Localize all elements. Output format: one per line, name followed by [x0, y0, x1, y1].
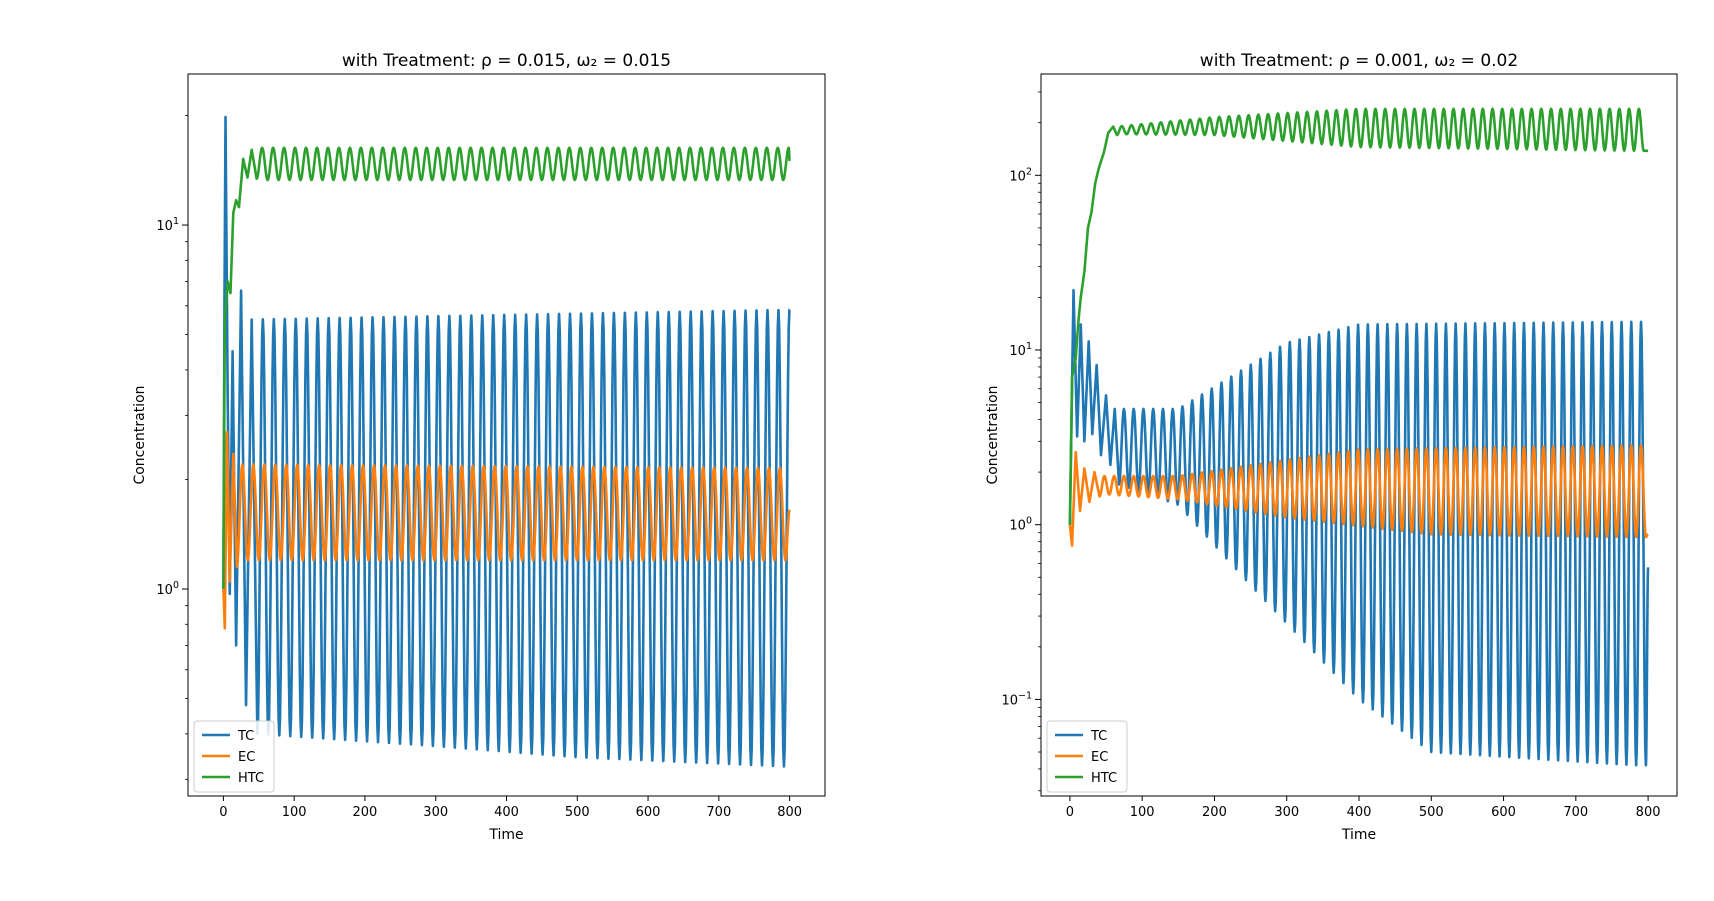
legend-label-tc: TC	[1090, 729, 1107, 744]
x-tick-label: 800	[1636, 805, 1661, 820]
chart-panel-2: 0 100 200 300 400 500 600 700 80010−1100101102Ti…	[985, 51, 1678, 843]
y-tick-label: 10−1	[1001, 690, 1032, 708]
x-tick-label: 800	[777, 805, 802, 820]
legend-label-tc: TC	[237, 729, 254, 744]
x-tick-label: 600	[1491, 805, 1516, 820]
x-tick-label: 0	[219, 805, 227, 820]
chart-title: with Treatment: ρ = 0.001, ω₂ = 0.02	[1200, 51, 1518, 71]
series-line-tc	[1068, 288, 1650, 767]
y-tick-label: 100	[1009, 516, 1032, 534]
x-tick-label: 300	[423, 805, 448, 820]
x-tick-label: 400	[1347, 805, 1372, 820]
legend-box	[193, 720, 275, 793]
x-axis-label: Time	[488, 827, 523, 843]
legend-label-htc: HTC	[1091, 771, 1117, 786]
y-tick-exponent: 0	[1026, 516, 1032, 527]
y-tick-label: 102	[1009, 166, 1032, 184]
legend-label-ec: EC	[238, 750, 255, 765]
y-tick-base: 10	[1009, 344, 1026, 359]
y-tick-exponent: 1	[173, 216, 179, 227]
series-line-tc	[222, 115, 791, 768]
y-tick-exponent: −1	[1018, 690, 1032, 701]
legend-label-htc: HTC	[238, 771, 264, 786]
y-tick-base: 10	[1009, 169, 1026, 184]
y-tick-label: 100	[156, 580, 179, 598]
legend: TC EC HTC	[1046, 720, 1128, 793]
legend: TC EC HTC	[193, 720, 275, 793]
x-tick-label: 700	[1563, 805, 1588, 820]
x-tick-label: 600	[636, 805, 661, 820]
series-line-htc	[222, 146, 791, 590]
x-tick-label: 200	[353, 805, 378, 820]
legend-box	[1046, 720, 1128, 793]
x-axis-label: Time	[1341, 827, 1376, 843]
y-tick-exponent: 1	[1026, 341, 1032, 352]
x-tick-label: 400	[494, 805, 519, 820]
y-axis-label: Concentration	[985, 385, 1001, 484]
y-tick-base: 10	[156, 583, 173, 598]
x-tick-label: 100	[1130, 805, 1155, 820]
x-tick-label: 500	[565, 805, 590, 820]
chart-title: with Treatment: ρ = 0.015, ω₂ = 0.015	[342, 51, 671, 71]
series-line-ec	[222, 430, 791, 630]
series-line-ec	[1068, 443, 1650, 547]
series-line-htc	[1068, 107, 1649, 525]
legend-label-ec: EC	[1091, 750, 1108, 765]
y-tick-exponent: 0	[173, 580, 179, 591]
y-axis-label: Concentration	[132, 385, 148, 484]
x-tick-label: 100	[282, 805, 307, 820]
chart-panel-1: 0 100 200 300 400 500 600 700 800100101TimeConce…	[132, 51, 826, 843]
y-tick-label: 101	[1009, 341, 1032, 359]
y-tick-base: 10	[1001, 693, 1018, 708]
y-tick-base: 10	[156, 219, 173, 234]
x-tick-label: 0	[1066, 805, 1074, 820]
x-tick-label: 700	[706, 805, 731, 820]
x-tick-label: 300	[1274, 805, 1299, 820]
y-tick-exponent: 2	[1026, 166, 1032, 177]
x-tick-label: 500	[1419, 805, 1444, 820]
x-tick-label: 200	[1202, 805, 1227, 820]
y-tick-label: 101	[156, 216, 179, 234]
y-tick-base: 10	[1009, 519, 1026, 534]
